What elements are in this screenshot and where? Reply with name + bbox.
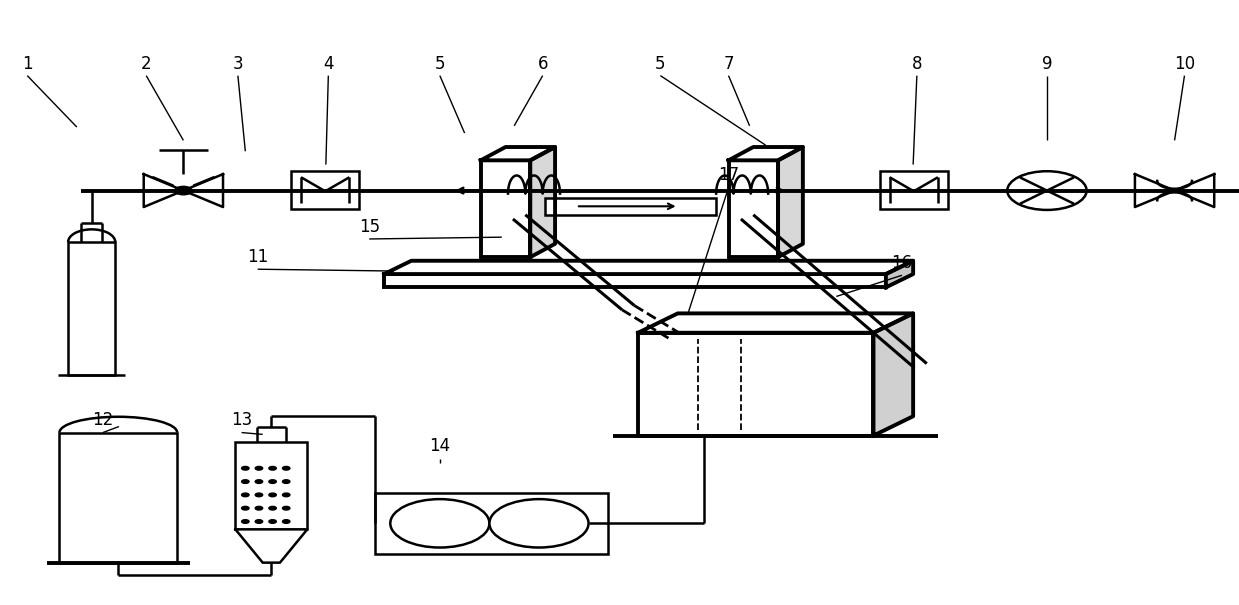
Circle shape (282, 506, 290, 510)
Circle shape (242, 466, 249, 470)
Bar (59, 433, 177, 563)
Bar (638, 333, 873, 436)
Polygon shape (1175, 174, 1214, 207)
Circle shape (175, 186, 192, 195)
Text: 16: 16 (891, 254, 913, 272)
Polygon shape (235, 529, 307, 563)
Bar (375, 493, 608, 554)
Circle shape (282, 480, 290, 483)
Circle shape (282, 466, 290, 470)
Polygon shape (873, 313, 913, 436)
Circle shape (390, 499, 489, 548)
Circle shape (242, 520, 249, 523)
Text: 14: 14 (429, 437, 451, 456)
Text: 13: 13 (230, 411, 253, 430)
Circle shape (242, 493, 249, 497)
Polygon shape (183, 174, 223, 207)
Circle shape (242, 480, 249, 483)
Circle shape (242, 506, 249, 510)
Bar (729, 160, 778, 257)
Circle shape (255, 520, 263, 523)
Text: 15: 15 (358, 218, 380, 236)
Bar (481, 160, 530, 257)
Circle shape (255, 493, 263, 497)
Bar (235, 442, 307, 529)
Text: 10: 10 (1173, 54, 1196, 73)
Circle shape (282, 493, 290, 497)
Polygon shape (481, 147, 555, 160)
Polygon shape (384, 261, 913, 274)
Bar (545, 198, 716, 215)
Circle shape (255, 466, 263, 470)
Circle shape (1007, 171, 1087, 210)
Circle shape (269, 480, 276, 483)
Text: 11: 11 (247, 248, 269, 266)
Bar (880, 171, 948, 209)
Text: 3: 3 (233, 54, 243, 73)
Text: 12: 12 (92, 411, 114, 430)
Polygon shape (638, 313, 913, 333)
Polygon shape (886, 261, 913, 287)
Polygon shape (144, 174, 183, 207)
Bar (291, 171, 359, 209)
Polygon shape (530, 147, 555, 257)
Text: 5: 5 (655, 54, 665, 73)
Text: 1: 1 (22, 54, 32, 73)
Polygon shape (729, 147, 803, 160)
Text: 4: 4 (323, 54, 333, 73)
Bar (68, 242, 115, 375)
Polygon shape (778, 147, 803, 257)
Text: 6: 6 (538, 54, 548, 73)
Text: 9: 9 (1042, 54, 1052, 73)
Text: 2: 2 (141, 54, 151, 73)
Circle shape (269, 506, 276, 510)
Bar (384, 274, 886, 287)
Circle shape (282, 520, 290, 523)
Text: 7: 7 (724, 54, 733, 73)
Polygon shape (1135, 174, 1175, 207)
Text: 17: 17 (717, 166, 740, 185)
Circle shape (255, 480, 263, 483)
Text: 8: 8 (912, 54, 922, 73)
Circle shape (255, 506, 263, 510)
Text: 5: 5 (435, 54, 445, 73)
Circle shape (269, 520, 276, 523)
Circle shape (489, 499, 589, 548)
Circle shape (269, 466, 276, 470)
Circle shape (269, 493, 276, 497)
